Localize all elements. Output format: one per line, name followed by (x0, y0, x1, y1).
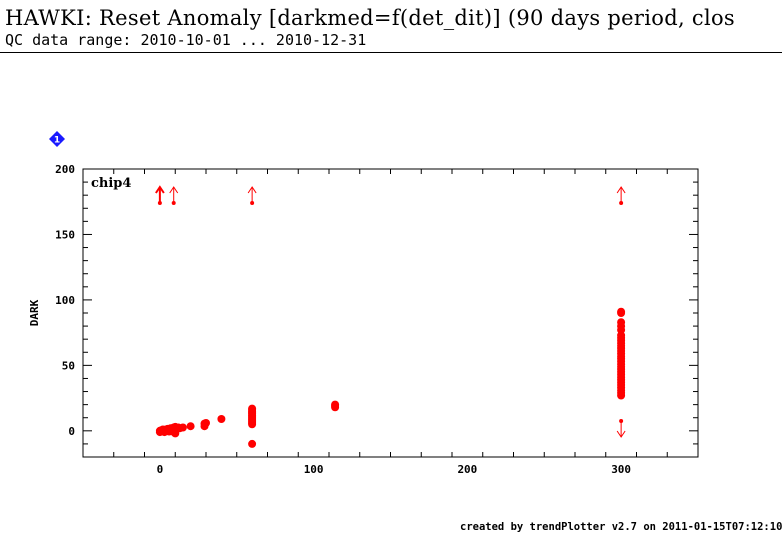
credit-line: created by trendPlotter v2.7 on 2011-01-… (460, 521, 782, 533)
x-tick-label: 300 (611, 463, 631, 476)
x-tick-label: 200 (457, 463, 477, 476)
data-point (617, 318, 626, 327)
panel-badge[interactable]: 1 (49, 131, 65, 147)
data-point (617, 307, 626, 316)
panel-badge-diamond[interactable] (49, 131, 65, 147)
y-tick-label: 100 (55, 294, 75, 307)
off-scale-arrow-up-head (155, 185, 165, 194)
y-axis-label: DARK (28, 299, 41, 326)
data-point (186, 422, 195, 431)
off-scale-arrow-up-head (616, 186, 626, 194)
data-point (248, 439, 257, 448)
off-scale-arrow-up-origin (171, 201, 176, 205)
data-point (178, 423, 187, 432)
y-tick-label: 150 (55, 228, 75, 241)
panel-badge-number: 1 (54, 136, 60, 146)
x-tick-label: 100 (304, 463, 324, 476)
off-scale-arrow-up-origin (157, 201, 162, 205)
off-scale-arrow-up-head (247, 186, 257, 194)
page-title: HAWKI: Reset Anomaly [darkmed=f(det_dit)… (5, 6, 735, 30)
plot-frame (82, 168, 699, 458)
y-tick-label: 200 (55, 163, 75, 176)
data-point (331, 400, 340, 409)
y-tick-label: 50 (62, 359, 75, 372)
data-point (202, 419, 210, 427)
off-scale-arrow-up-origin (250, 201, 255, 205)
off-scale-arrow-down-head (616, 430, 626, 438)
x-tick-label: 0 (157, 463, 164, 476)
y-tick-label: 0 (68, 425, 75, 438)
axis-ticks: 0 50 100 150 200 0 100 200 300 (55, 163, 699, 476)
qc-date-range: QC data range: 2010-10-01 ... 2010-12-31 (5, 31, 367, 49)
off-scale-arrow-up-head (169, 186, 179, 194)
data-point (217, 415, 226, 423)
panel-label: chip4 (91, 176, 131, 191)
off-scale-arrow-down-origin (619, 419, 624, 423)
data-points (155, 307, 626, 448)
title-divider (0, 52, 782, 53)
off-scale-arrow-up-origin (619, 201, 624, 205)
off-scale-markers (155, 185, 626, 438)
data-point (248, 404, 257, 413)
